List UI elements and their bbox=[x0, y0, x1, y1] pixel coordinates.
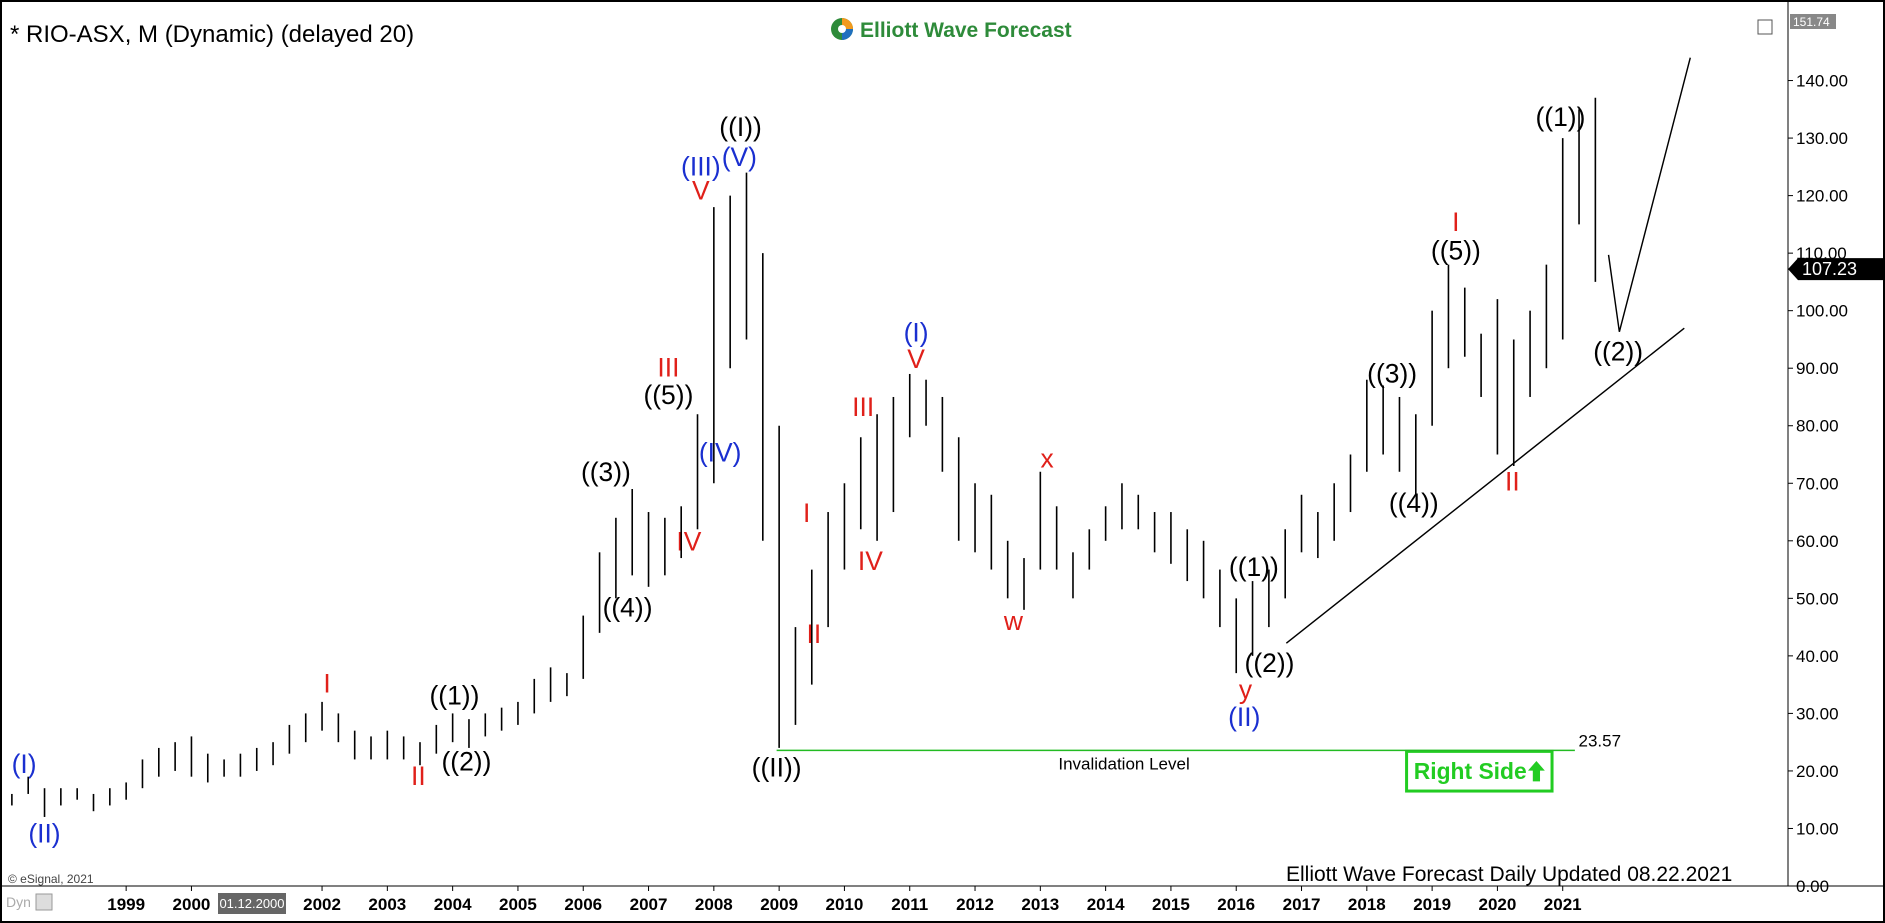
wave-label: ((5)) bbox=[643, 380, 693, 410]
wave-label: (I) bbox=[904, 317, 929, 347]
axis-top-label: 151.74 bbox=[1793, 15, 1830, 29]
x-tick-label: 2003 bbox=[368, 895, 406, 914]
x-tick-label: 2007 bbox=[630, 895, 668, 914]
last-price-label: 107.23 bbox=[1802, 259, 1857, 279]
y-tick-label: 100.00 bbox=[1796, 302, 1848, 321]
wave-label: II bbox=[411, 761, 426, 791]
cursor-label: 01.12.2000 bbox=[219, 896, 284, 911]
right-side-label: Right Side bbox=[1414, 758, 1527, 784]
right-side-box bbox=[1405, 749, 1554, 793]
wave-label: I bbox=[1452, 207, 1459, 237]
wave-label: (II) bbox=[1228, 702, 1260, 732]
wave-label: (II) bbox=[28, 819, 60, 849]
corner-label: Dyn bbox=[6, 894, 31, 910]
x-tick-label: 2011 bbox=[891, 895, 928, 914]
x-tick-label: 2009 bbox=[760, 895, 798, 914]
last-price-tag bbox=[1788, 258, 1883, 281]
y-tick-label: 20.00 bbox=[1796, 762, 1839, 781]
invalidation-value: 23.57 bbox=[1578, 731, 1621, 750]
wave-label: ((II)) bbox=[752, 753, 802, 783]
wave-label: V bbox=[692, 176, 710, 206]
x-tick-label: 2012 bbox=[956, 895, 994, 914]
y-tick-label: 130.00 bbox=[1796, 129, 1848, 148]
wave-label: x bbox=[1041, 444, 1054, 474]
x-tick-label: 2016 bbox=[1217, 895, 1255, 914]
invalidation-label: Invalidation Level bbox=[1058, 754, 1189, 773]
wave-label: (III) bbox=[681, 152, 721, 182]
axis-top-box bbox=[1790, 14, 1836, 29]
wave-label: ((4)) bbox=[1389, 488, 1439, 518]
overlay: Right Side (I)(II)III((1))((2))((3))((4)… bbox=[12, 57, 1691, 849]
x-tick-label: 2017 bbox=[1283, 895, 1321, 914]
copyright: © eSignal, 2021 bbox=[8, 872, 94, 886]
window-button[interactable] bbox=[1757, 19, 1773, 35]
wave-label: w bbox=[1003, 606, 1024, 636]
wave-label: ((3)) bbox=[581, 457, 631, 487]
wave-label: ((1)) bbox=[429, 680, 479, 710]
y-tick-label: 0.00 bbox=[1796, 877, 1829, 896]
y-tick-label: 60.00 bbox=[1796, 532, 1839, 551]
wave-label: I bbox=[323, 668, 330, 698]
y-tick-label: 90.00 bbox=[1796, 359, 1839, 378]
x-tick-label: 1999 bbox=[107, 895, 145, 914]
cursor-box bbox=[218, 893, 286, 914]
up-arrow bbox=[1527, 760, 1545, 782]
y-tick-label: 30.00 bbox=[1796, 704, 1839, 723]
wave-label: (IV) bbox=[699, 438, 742, 468]
y-tick-label: 50.00 bbox=[1796, 589, 1839, 608]
x-tick-label: 2019 bbox=[1413, 895, 1451, 914]
x-tick-label: 2000 bbox=[173, 895, 211, 914]
x-tick-label: 2020 bbox=[1479, 895, 1517, 914]
wave-label: III bbox=[852, 392, 874, 422]
wave-label: II bbox=[1505, 466, 1520, 496]
wave-label: (I) bbox=[12, 749, 37, 779]
x-tick-label: 2008 bbox=[695, 895, 733, 914]
x-tick-label: 2006 bbox=[564, 895, 602, 914]
x-tick-label: 2021 bbox=[1544, 895, 1582, 914]
wave-label: I bbox=[803, 498, 810, 528]
wave-label: ((4)) bbox=[603, 593, 653, 623]
x-tick-label: 2014 bbox=[1087, 895, 1125, 914]
wave-label: y bbox=[1239, 674, 1253, 704]
x-tick-label: 2005 bbox=[499, 895, 537, 914]
wave-label: ((2)) bbox=[1593, 337, 1643, 367]
logo-icon bbox=[838, 25, 846, 33]
trend-line bbox=[1285, 327, 1685, 644]
y-tick-label: 80.00 bbox=[1796, 417, 1839, 436]
corner-button[interactable] bbox=[35, 893, 53, 911]
wave-label: ((3)) bbox=[1367, 358, 1417, 388]
wave-label: ((5)) bbox=[1431, 236, 1481, 266]
projection-line bbox=[1607, 57, 1691, 332]
wave-label: ((I)) bbox=[719, 112, 762, 142]
y-tick-label: 10.00 bbox=[1796, 819, 1839, 838]
wave-label: V bbox=[907, 344, 925, 374]
wave-label: IV bbox=[858, 546, 883, 576]
x-tick-label: 2010 bbox=[826, 895, 864, 914]
logo-text: Elliott Wave Forecast bbox=[860, 19, 1072, 42]
wave-label: (V) bbox=[722, 142, 757, 172]
wave-label: II bbox=[807, 619, 822, 649]
y-tick-label: 140.00 bbox=[1796, 72, 1848, 91]
wave-label: III bbox=[657, 352, 679, 382]
wave-label: IV bbox=[676, 527, 701, 557]
wave-label: ((1)) bbox=[1229, 552, 1279, 582]
y-tick-label: 40.00 bbox=[1796, 647, 1839, 666]
wave-label: ((1)) bbox=[1535, 102, 1585, 132]
footer: Elliott Wave Forecast Daily Updated 08.2… bbox=[1286, 863, 1732, 886]
x-tick-label: 2018 bbox=[1348, 895, 1386, 914]
y-tick-label: 120.00 bbox=[1796, 187, 1848, 206]
x-tick-label: 2004 bbox=[434, 895, 472, 914]
logo: Elliott Wave Forecast bbox=[831, 18, 1072, 42]
chart-title: * RIO-ASX, M (Dynamic) (delayed 20) bbox=[10, 21, 414, 48]
x-tick-label: 2002 bbox=[303, 895, 341, 914]
x-tick-label: 2015 bbox=[1152, 895, 1190, 914]
x-tick-label: 2013 bbox=[1021, 895, 1059, 914]
wave-label: ((2)) bbox=[441, 747, 491, 777]
y-tick-label: 70.00 bbox=[1796, 474, 1839, 493]
